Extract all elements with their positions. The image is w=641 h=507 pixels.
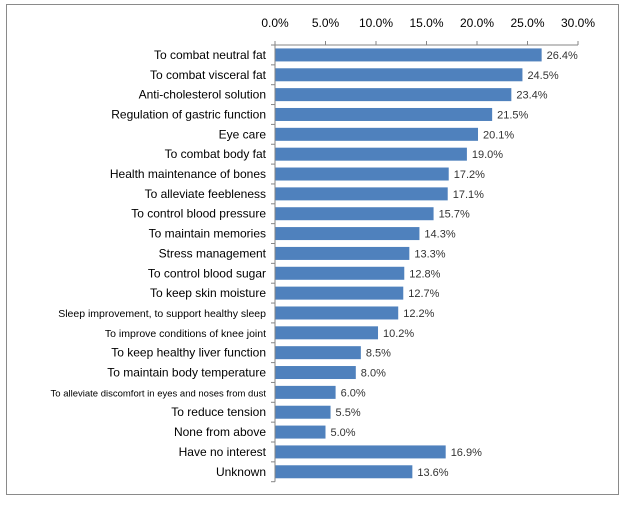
category-label: Regulation of gastric function	[111, 107, 266, 121]
bar	[275, 366, 356, 380]
data-label: 19.0%	[472, 149, 503, 161]
data-label: 15.7%	[439, 209, 470, 221]
x-tick-label: 0.0%	[261, 16, 289, 30]
data-label: 26.4%	[547, 50, 578, 62]
x-tick-label: 25.0%	[510, 16, 544, 30]
x-tick-label: 5.0%	[312, 16, 340, 30]
x-tick-label: 20.0%	[460, 16, 494, 30]
category-label: To alleviate discomfort in eyes and nose…	[51, 388, 267, 399]
data-label: 21.5%	[497, 109, 528, 121]
bar	[275, 147, 467, 161]
category-label: To control blood pressure	[131, 207, 266, 221]
category-label: To combat visceral fat	[150, 68, 267, 82]
data-label: 24.5%	[527, 70, 558, 82]
data-label: 10.2%	[383, 328, 414, 340]
bar	[275, 326, 379, 340]
bar	[275, 445, 446, 459]
bars	[275, 48, 542, 479]
x-tick-label: 30.0%	[561, 16, 595, 30]
bar	[275, 68, 523, 82]
bar	[275, 266, 405, 280]
bar	[275, 405, 331, 419]
category-label: To reduce tension	[171, 405, 266, 419]
bar	[275, 127, 479, 141]
x-tick-label: 10.0%	[359, 16, 393, 30]
category-label: To combat body fat	[165, 147, 267, 161]
category-label: To maintain body temperature	[107, 366, 266, 380]
category-label: Eye care	[219, 127, 267, 141]
bar	[275, 306, 399, 320]
bar	[275, 227, 420, 241]
category-label: To keep skin moisture	[150, 286, 266, 300]
bar	[275, 187, 448, 201]
data-label: 8.5%	[366, 348, 391, 360]
data-label: 5.5%	[336, 407, 361, 419]
category-label: Have no interest	[179, 445, 267, 459]
category-label: To maintain memories	[149, 227, 266, 241]
category-label: None from above	[174, 425, 266, 439]
data-label: 6.0%	[341, 387, 366, 399]
data-label: 17.1%	[453, 189, 484, 201]
data-label: 20.1%	[483, 129, 514, 141]
category-label: To control blood sugar	[148, 266, 266, 280]
bar	[275, 88, 512, 102]
x-axis-ticks: 0.0% 5.0% 10.0% 15.0% 20.0% 25.0% 30.0%	[261, 16, 595, 45]
axes	[271, 44, 578, 483]
data-label: 14.3%	[424, 229, 455, 241]
category-label: Unknown	[216, 465, 266, 479]
data-label: 17.2%	[454, 169, 485, 181]
category-label: To improve conditions of knee joint	[105, 328, 266, 340]
category-labels: To combat neutral fat To combat visceral …	[51, 48, 267, 479]
data-label: 12.2%	[403, 308, 434, 320]
x-tick-label: 15.0%	[409, 16, 443, 30]
data-label: 13.3%	[414, 248, 445, 260]
category-label: Sleep improvement, to support healthy sl…	[58, 308, 266, 320]
category-label: To alleviate feebleness	[145, 187, 266, 201]
bar	[275, 346, 361, 360]
bar	[275, 286, 404, 300]
data-label: 16.9%	[451, 447, 482, 459]
data-labels: 26.4% 24.5% 23.4% 21.5% 20.1% 19.0% 17.2% 17.1%…	[331, 50, 579, 479]
bar	[275, 465, 413, 479]
bar	[275, 207, 434, 221]
bar	[275, 425, 326, 439]
bar	[275, 107, 493, 121]
category-label: To combat neutral fat	[154, 48, 267, 62]
data-label: 12.8%	[409, 268, 440, 280]
data-label: 13.6%	[417, 467, 448, 479]
data-label: 8.0%	[361, 368, 386, 380]
bar	[275, 246, 410, 260]
data-label: 5.0%	[331, 427, 356, 439]
category-label: Anti-cholesterol solution	[139, 88, 266, 102]
data-label: 23.4%	[516, 90, 547, 102]
bar	[275, 167, 449, 181]
category-label: Stress management	[159, 246, 267, 260]
data-label: 12.7%	[408, 288, 439, 300]
category-label: Health maintenance of bones	[110, 167, 266, 181]
bar	[275, 385, 336, 399]
bar	[275, 48, 542, 62]
category-label: To keep healthy liver function	[111, 346, 266, 360]
